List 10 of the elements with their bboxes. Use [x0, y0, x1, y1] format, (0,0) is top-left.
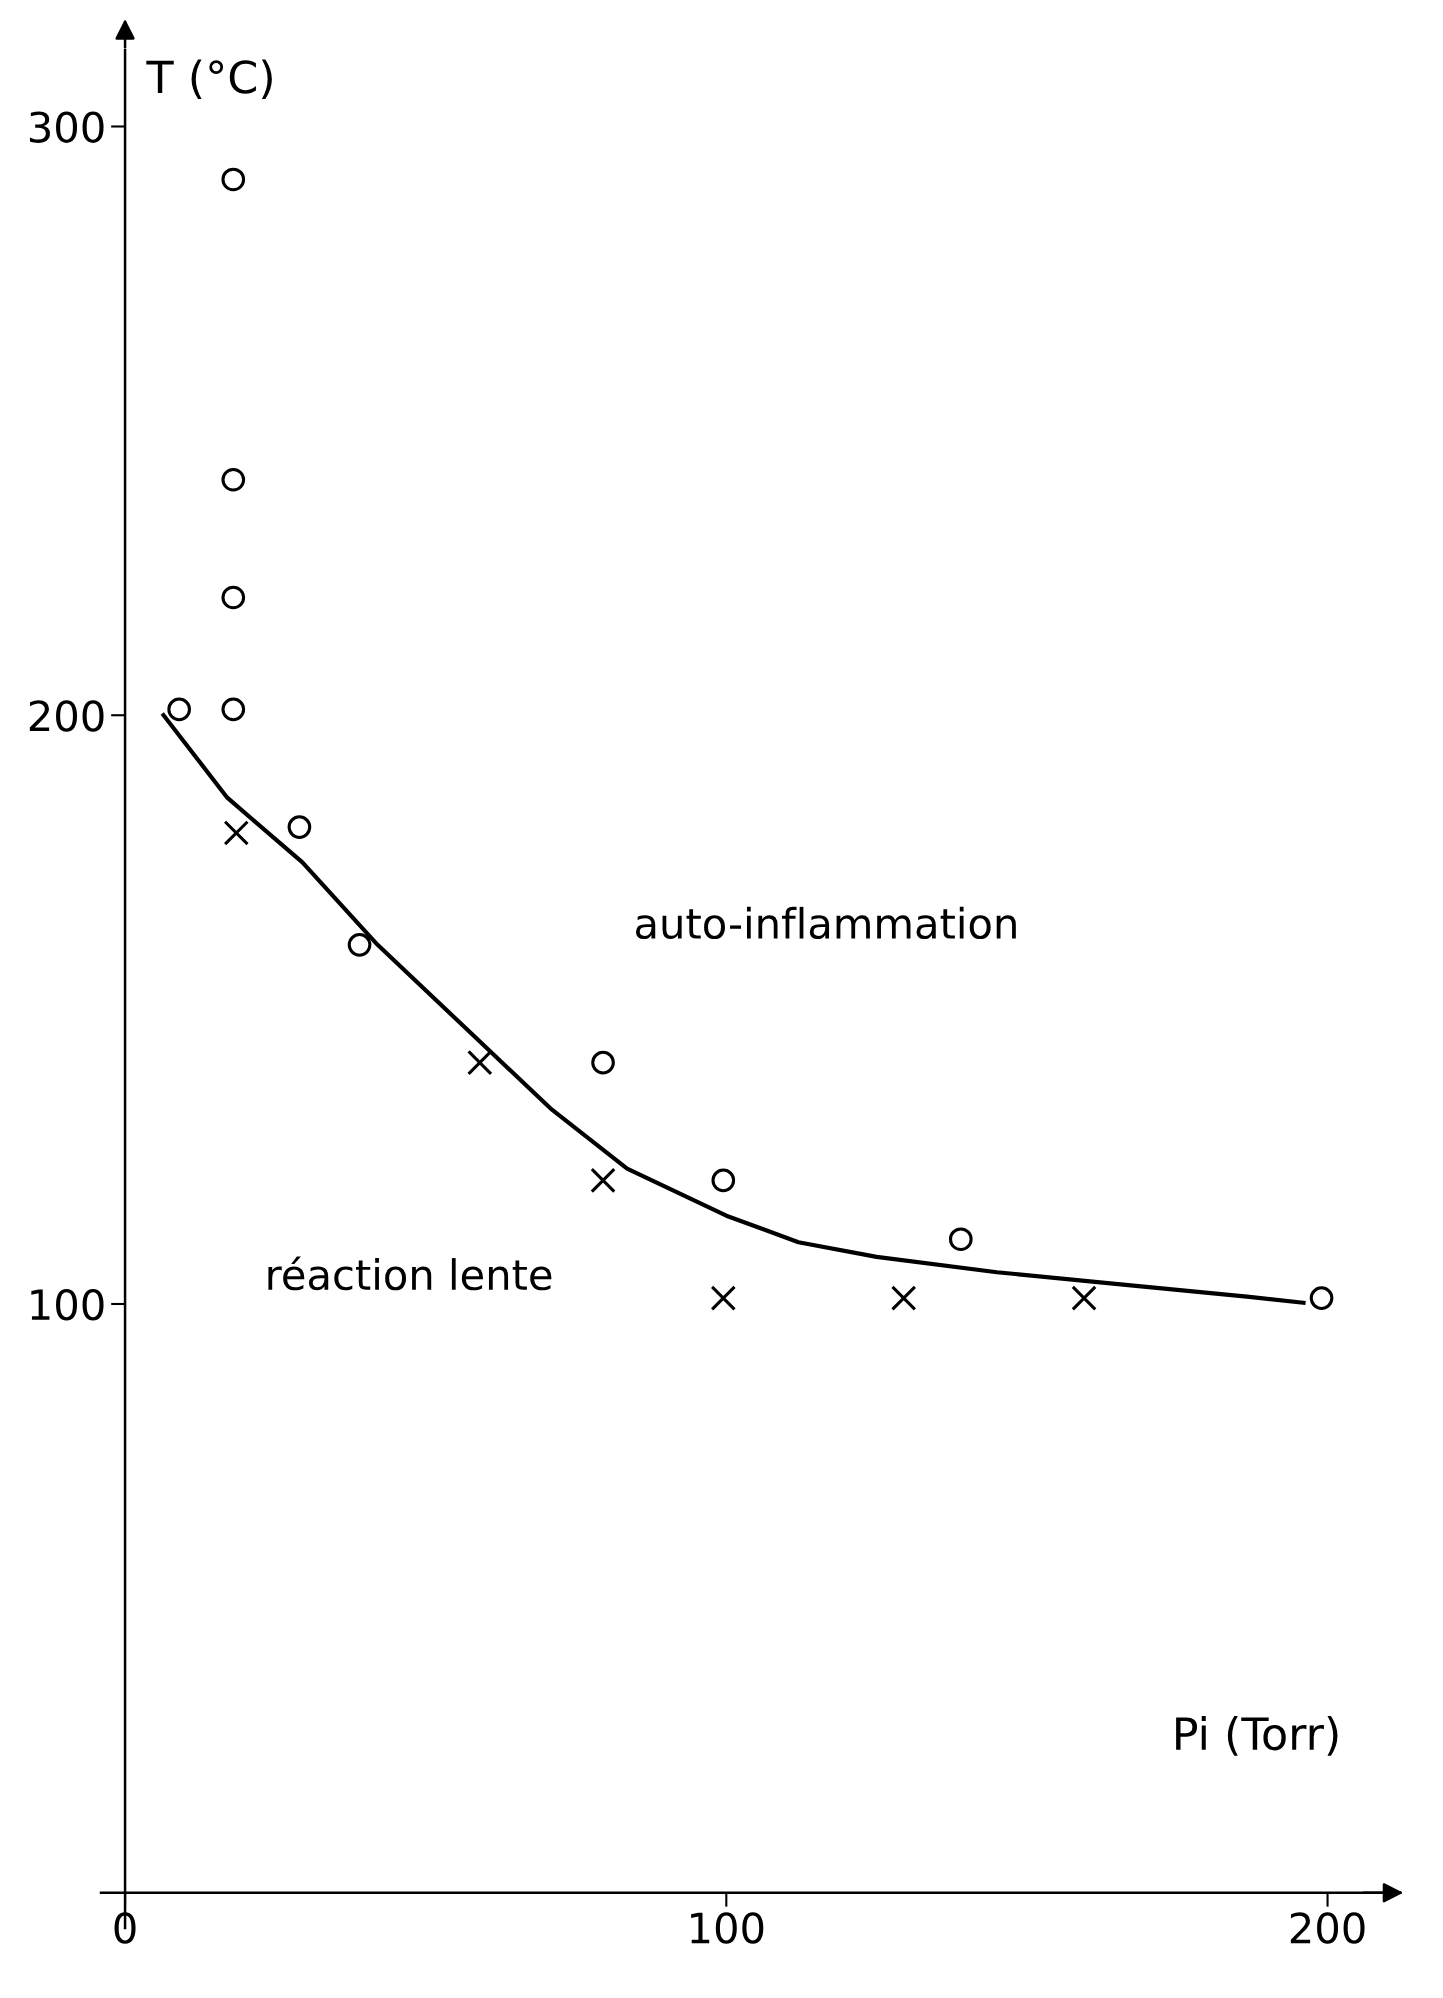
x-tick-label: 200	[1290, 1912, 1365, 1944]
annotation: réaction lente	[268, 1256, 552, 1291]
y-tick-label: 300	[29, 111, 104, 143]
x-tick-label: 100	[691, 1912, 764, 1944]
y-axis-title: T (°C)	[146, 59, 272, 99]
y-tick-label: 200	[29, 700, 104, 732]
x-axis-title: Pi (Torr)	[1176, 1716, 1338, 1756]
y-tick-label: 100	[31, 1288, 104, 1321]
x-tick-label: 0	[114, 1912, 136, 1944]
annotation: auto-inflammation	[635, 906, 1016, 940]
